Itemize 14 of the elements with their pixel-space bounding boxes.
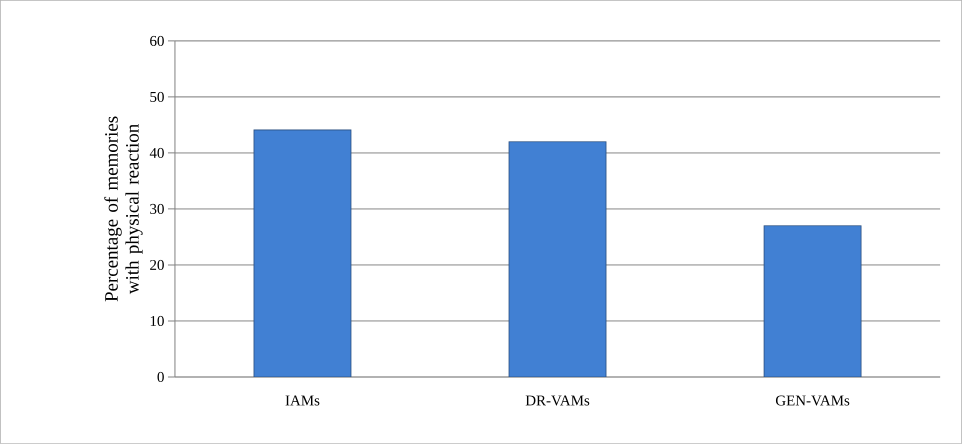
y-axis-title: Percentage of memories with physical reaction — [104, 116, 143, 302]
y-tick-label: 0 — [158, 372, 164, 382]
y-tick-label: 10 — [150, 316, 164, 326]
y-tick-label: 30 — [150, 204, 164, 214]
bar — [508, 141, 606, 378]
y-tick-label: 40 — [150, 148, 164, 158]
x-tick-label: DR-VAMs — [526, 396, 590, 406]
y-tick-label: 60 — [150, 36, 164, 46]
bar — [254, 130, 352, 378]
x-tick-label: GEN-VAMs — [776, 396, 850, 406]
x-tick-label: IAMs — [286, 396, 320, 406]
y-tick-label: 20 — [150, 260, 164, 270]
y-tick-label: 50 — [150, 92, 164, 102]
bar — [764, 225, 862, 378]
